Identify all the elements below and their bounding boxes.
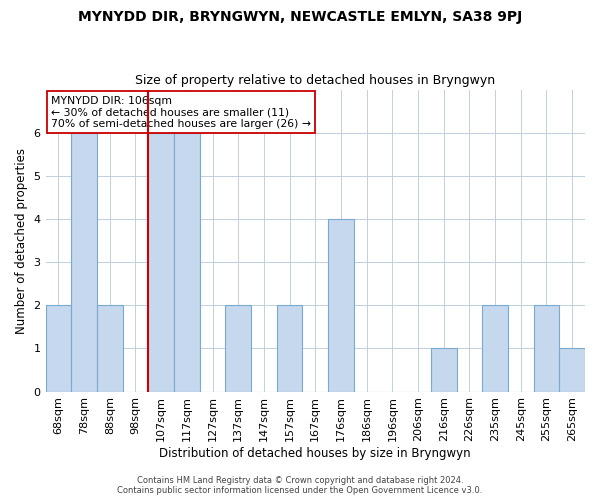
X-axis label: Distribution of detached houses by size in Bryngwyn: Distribution of detached houses by size … bbox=[160, 447, 471, 460]
Text: Contains HM Land Registry data © Crown copyright and database right 2024.
Contai: Contains HM Land Registry data © Crown c… bbox=[118, 476, 482, 495]
Text: MYNYDD DIR, BRYNGWYN, NEWCASTLE EMLYN, SA38 9PJ: MYNYDD DIR, BRYNGWYN, NEWCASTLE EMLYN, S… bbox=[78, 10, 522, 24]
Bar bbox=[277, 306, 302, 392]
Title: Size of property relative to detached houses in Bryngwyn: Size of property relative to detached ho… bbox=[135, 74, 496, 87]
Bar bbox=[148, 132, 174, 392]
Y-axis label: Number of detached properties: Number of detached properties bbox=[15, 148, 28, 334]
Bar bbox=[533, 306, 559, 392]
Bar bbox=[97, 306, 122, 392]
Bar bbox=[226, 306, 251, 392]
Bar bbox=[328, 219, 354, 392]
Text: MYNYDD DIR: 106sqm
← 30% of detached houses are smaller (11)
70% of semi-detache: MYNYDD DIR: 106sqm ← 30% of detached hou… bbox=[51, 96, 311, 129]
Bar bbox=[431, 348, 457, 392]
Bar bbox=[559, 348, 585, 392]
Bar bbox=[174, 132, 200, 392]
Bar bbox=[482, 306, 508, 392]
Bar bbox=[71, 132, 97, 392]
Bar bbox=[46, 306, 71, 392]
